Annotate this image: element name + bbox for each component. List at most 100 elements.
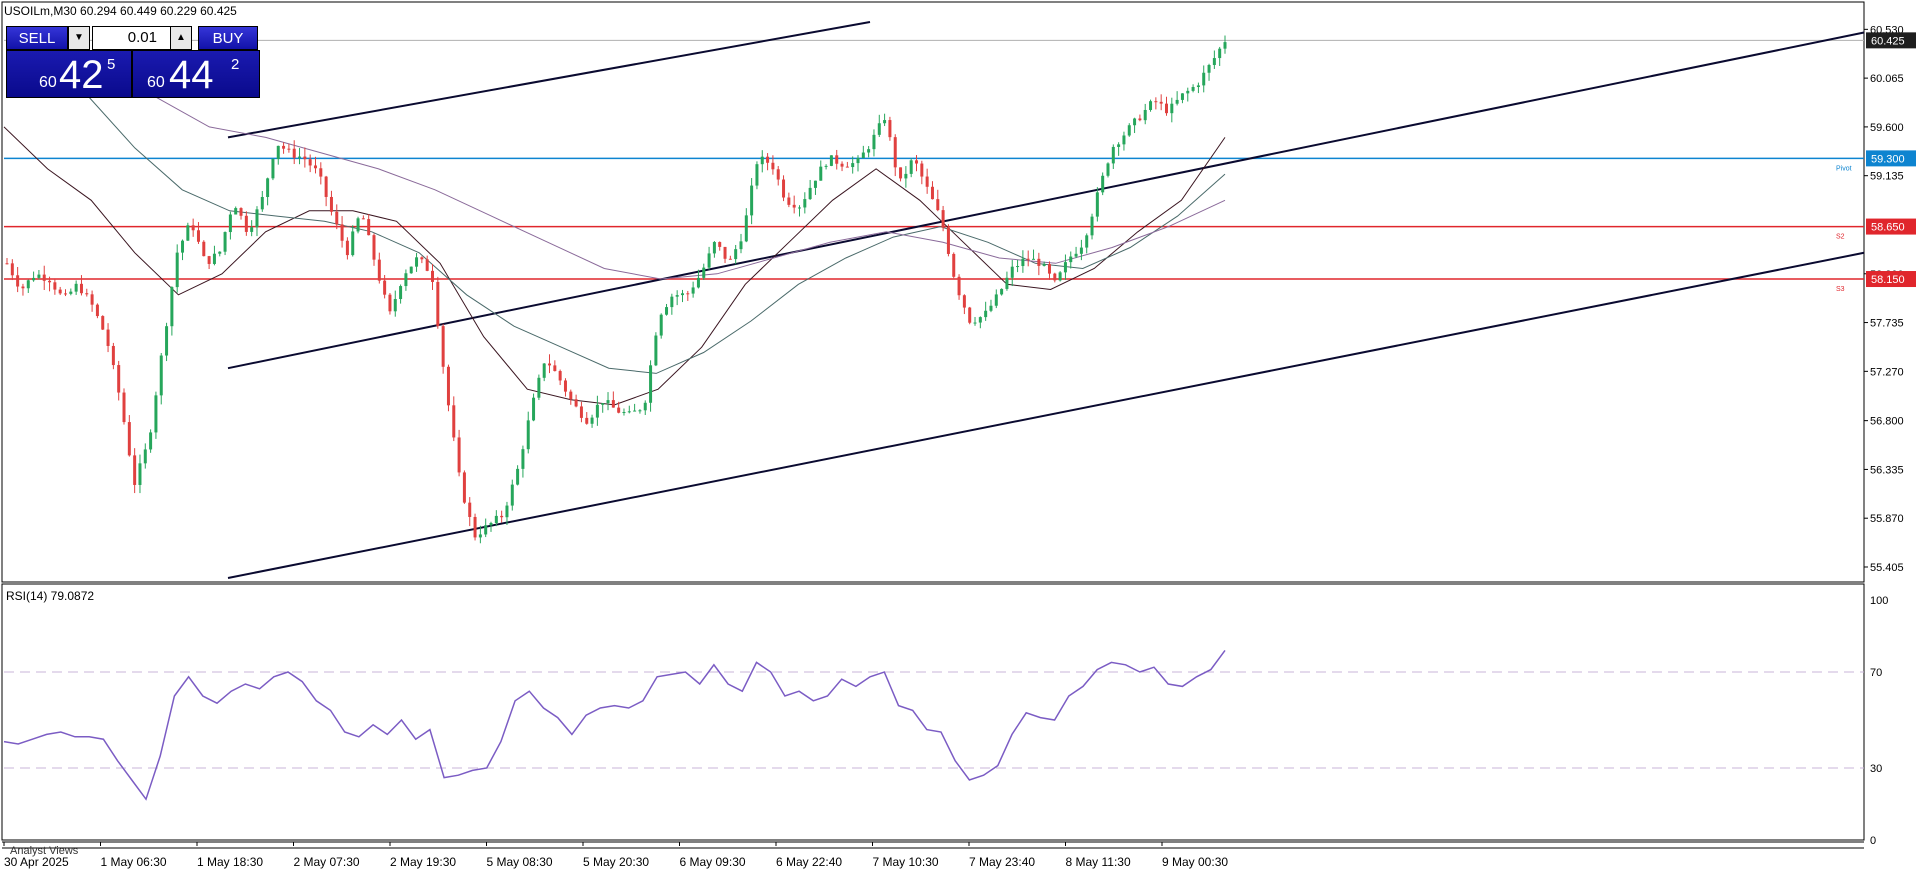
candle	[952, 252, 956, 279]
candle	[829, 155, 833, 167]
candle	[526, 411, 530, 454]
lot-increase-button[interactable]: ▲	[170, 26, 192, 50]
time-tick-label: 8 May 11:30	[1066, 855, 1131, 869]
candle	[356, 216, 360, 234]
candle	[797, 205, 801, 217]
candle	[287, 143, 291, 153]
candle	[936, 189, 940, 212]
time-tick-label: 30 Apr 2025	[4, 855, 69, 869]
buy-price-panel[interactable]: 60 44 2	[132, 50, 260, 98]
candle	[308, 154, 312, 173]
candle	[5, 257, 9, 265]
candle	[542, 363, 546, 382]
price-tick-label: 57.735	[1870, 318, 1904, 330]
candle	[313, 156, 317, 174]
time-tick-label: 1 May 18:30	[197, 855, 263, 869]
candle	[420, 256, 424, 264]
candle	[1164, 96, 1168, 116]
candle	[468, 497, 472, 527]
candle	[696, 269, 700, 289]
candle	[494, 510, 498, 527]
candle	[223, 231, 227, 256]
candle	[643, 400, 647, 415]
candle	[106, 323, 110, 353]
candle	[212, 245, 216, 266]
time-tick-label: 6 May 22:40	[776, 855, 842, 869]
level-price-label: 59.300	[1871, 153, 1905, 165]
analyst-views-label[interactable]: Analyst Views	[10, 845, 79, 857]
candle	[920, 160, 924, 185]
candle	[1005, 271, 1009, 291]
candle	[665, 303, 669, 316]
candle	[723, 246, 727, 264]
channel-line-lower[interactable]	[227, 251, 1865, 579]
candle	[175, 244, 179, 293]
candle	[452, 396, 456, 442]
candle	[500, 510, 504, 523]
rsi-tick-label: 0	[1870, 835, 1876, 847]
time-tick-label: 7 May 23:40	[969, 855, 1035, 869]
candle	[633, 403, 637, 412]
candle	[271, 158, 275, 181]
candle	[159, 353, 163, 405]
candle	[351, 225, 355, 257]
time-tick-label: 2 May 19:30	[390, 855, 456, 869]
candle	[510, 479, 514, 511]
candle	[74, 280, 78, 295]
candle	[1127, 123, 1131, 137]
candle	[10, 259, 14, 281]
candle	[808, 179, 812, 200]
level-name-s3: S3	[1836, 286, 1845, 293]
lot-decrease-button[interactable]: ▼	[68, 26, 90, 50]
candle	[133, 448, 137, 494]
candle	[1047, 261, 1051, 280]
buy-button[interactable]: BUY	[198, 26, 258, 50]
candle	[819, 160, 823, 181]
candle	[143, 443, 147, 469]
candle	[840, 161, 844, 172]
candle	[393, 290, 397, 317]
moving-average-2	[39, 53, 1226, 374]
candle	[686, 290, 690, 301]
candle	[782, 175, 786, 202]
candle	[69, 288, 73, 296]
candle	[627, 405, 631, 414]
current-price-badge	[1866, 32, 1916, 49]
candle	[1000, 288, 1004, 296]
candle	[441, 323, 445, 374]
candle	[973, 316, 977, 326]
candle	[792, 195, 796, 214]
moving-average-3	[39, 32, 1226, 280]
sell-price-panel[interactable]: 60 42 5	[6, 50, 132, 98]
candle	[1101, 172, 1105, 196]
candle	[728, 255, 732, 260]
candle	[1154, 97, 1158, 110]
candle	[138, 454, 142, 494]
price-pane-frame	[1, 1, 1865, 583]
candle	[53, 278, 57, 295]
price-tick-label: 56.335	[1870, 464, 1904, 476]
time-tick-label: 1 May 06:30	[101, 855, 167, 869]
candle	[654, 332, 658, 367]
symbol-info: USOILm,M30 60.294 60.449 60.229 60.425	[4, 4, 237, 18]
candle	[1111, 144, 1115, 169]
candle	[569, 389, 573, 405]
channel-line-upper[interactable]	[227, 21, 871, 139]
channel-line-middle[interactable]	[227, 31, 1865, 370]
candle	[473, 513, 477, 541]
candle	[1095, 187, 1099, 222]
candle	[415, 253, 419, 272]
rsi-pane-frame	[1, 583, 1865, 841]
candle	[425, 255, 429, 272]
candle	[1032, 249, 1036, 260]
candle	[1212, 50, 1216, 69]
candle	[872, 129, 876, 157]
candle	[861, 145, 865, 159]
sell-button[interactable]: SELL	[6, 26, 68, 50]
candle	[595, 395, 599, 426]
candle	[718, 241, 722, 251]
candle	[1143, 103, 1147, 125]
candle	[228, 211, 232, 240]
candle	[734, 244, 738, 265]
candle	[856, 155, 860, 172]
